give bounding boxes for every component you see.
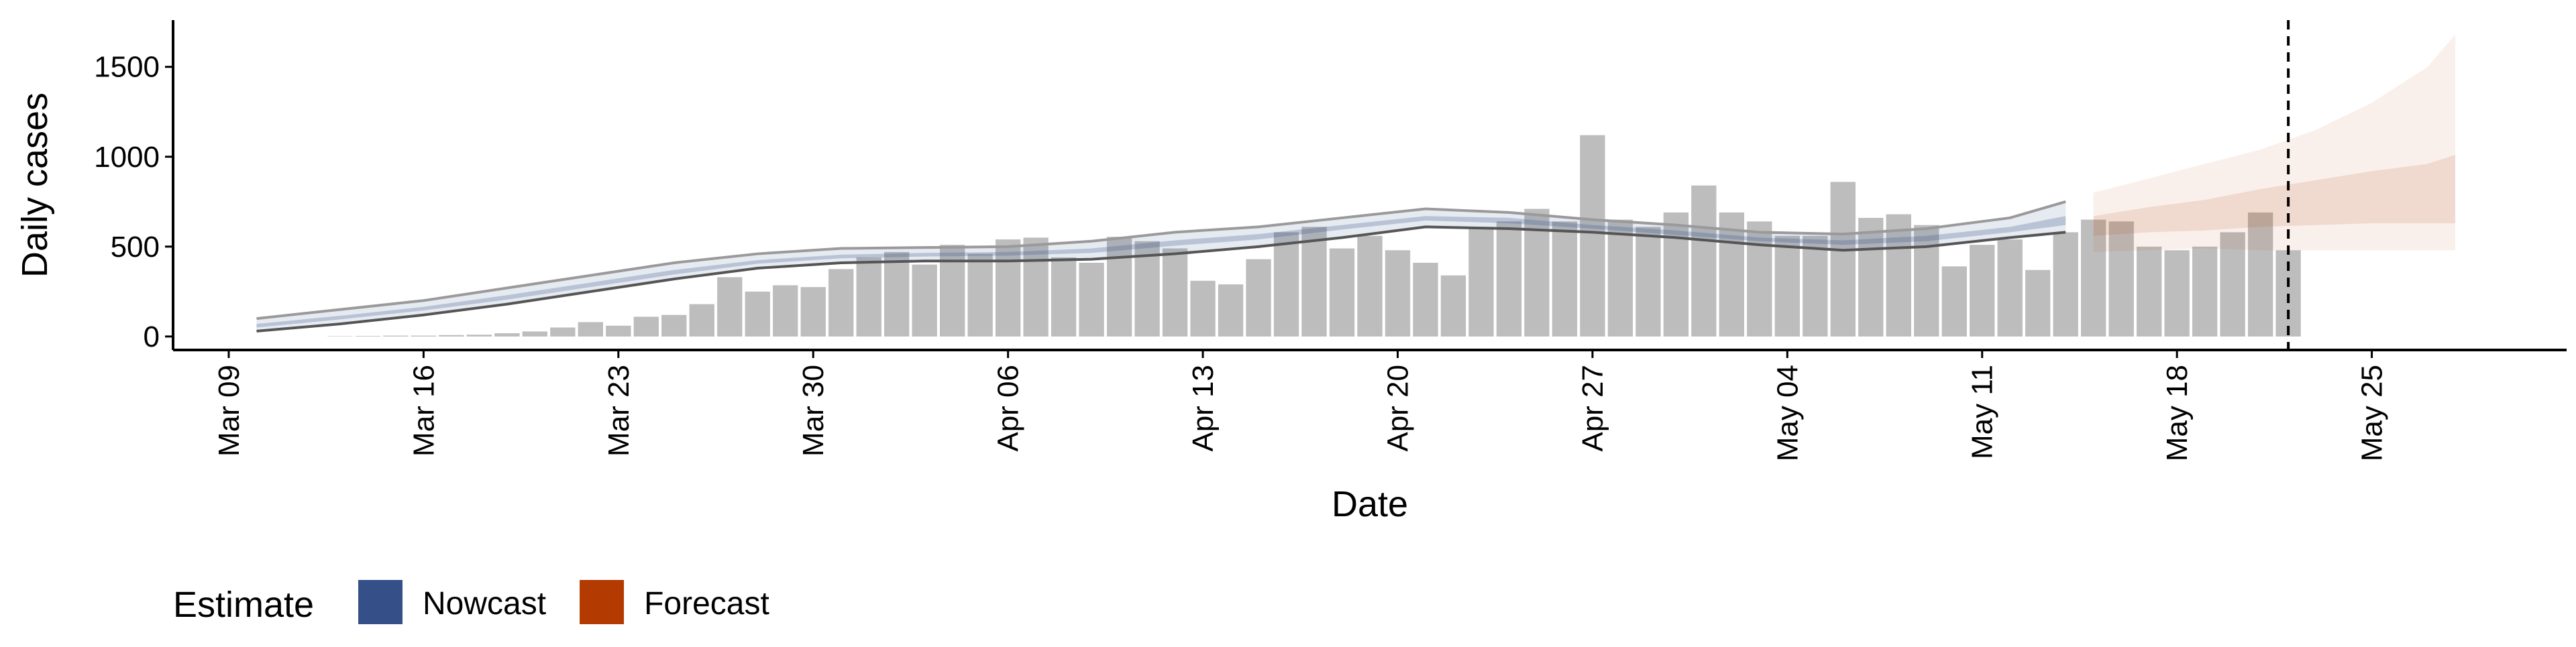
y-tick-label: 1500 bbox=[94, 51, 160, 84]
bar bbox=[1190, 280, 1216, 337]
bar bbox=[912, 264, 937, 337]
bar bbox=[689, 304, 714, 337]
bar bbox=[1830, 182, 1856, 337]
bar bbox=[661, 314, 687, 337]
bar bbox=[1496, 221, 1522, 337]
x-tick-label: Apr 20 bbox=[1381, 365, 1414, 452]
forecast-band-90 bbox=[2093, 34, 2456, 252]
bar bbox=[1580, 135, 1605, 337]
bar bbox=[1106, 237, 1132, 337]
bar bbox=[439, 335, 464, 337]
bar bbox=[494, 333, 520, 337]
bar bbox=[383, 335, 409, 337]
band-edge bbox=[256, 200, 2066, 320]
bar bbox=[2108, 221, 2134, 337]
bar bbox=[1774, 235, 1800, 337]
bar bbox=[884, 251, 910, 337]
x-tick-label: Mar 30 bbox=[797, 365, 830, 457]
bar bbox=[1941, 266, 1967, 337]
bar bbox=[355, 336, 381, 337]
bar bbox=[1079, 262, 1104, 337]
bar bbox=[1858, 217, 1884, 337]
bar bbox=[2247, 212, 2273, 337]
bar bbox=[1997, 239, 2023, 337]
bar bbox=[1051, 257, 1077, 337]
bar bbox=[1301, 227, 1327, 337]
forecast-band-50 bbox=[2093, 155, 2456, 236]
x-tick-label: May 11 bbox=[1966, 365, 1999, 459]
bar bbox=[1413, 262, 1438, 337]
legend-label: Nowcast bbox=[423, 586, 546, 622]
bar bbox=[522, 331, 548, 337]
bar bbox=[1663, 212, 1689, 337]
bar bbox=[1747, 221, 1772, 337]
bar bbox=[828, 269, 854, 337]
bar bbox=[578, 322, 603, 337]
y-tick-label: 1000 bbox=[94, 141, 160, 174]
bar bbox=[327, 336, 353, 337]
band-edge bbox=[256, 225, 2066, 333]
bar bbox=[1970, 245, 1995, 337]
bar bbox=[800, 287, 826, 337]
bar bbox=[1803, 235, 1828, 337]
bar bbox=[1246, 259, 1271, 337]
bar bbox=[717, 277, 743, 337]
x-tick-label: Apr 13 bbox=[1187, 365, 1220, 452]
x-tick-label: Apr 27 bbox=[1576, 365, 1609, 452]
x-tick-label: May 18 bbox=[2161, 365, 2194, 461]
bar bbox=[1023, 237, 1049, 337]
bar bbox=[1329, 248, 1355, 337]
bar bbox=[773, 285, 798, 337]
bar bbox=[606, 325, 631, 337]
bar bbox=[2192, 246, 2218, 337]
bar bbox=[1607, 219, 1633, 337]
legend-swatch bbox=[580, 580, 625, 624]
bar bbox=[550, 327, 576, 337]
x-tick-label: May 04 bbox=[1771, 365, 1804, 461]
x-tick-label: Mar 16 bbox=[407, 365, 440, 457]
bar bbox=[1719, 212, 1745, 337]
bar bbox=[1273, 232, 1299, 337]
bar bbox=[1468, 227, 1494, 337]
bar bbox=[1914, 225, 1939, 337]
bar bbox=[1357, 235, 1383, 337]
x-tick-label: Mar 23 bbox=[602, 365, 635, 457]
bar bbox=[995, 239, 1021, 337]
bar bbox=[745, 291, 770, 337]
bar bbox=[2137, 246, 2162, 337]
bar bbox=[1552, 221, 1578, 337]
bar bbox=[2053, 232, 2078, 337]
bar bbox=[411, 335, 437, 337]
y-tick-label: 500 bbox=[111, 231, 160, 263]
y-tick-label: 0 bbox=[144, 320, 160, 353]
bar bbox=[1440, 275, 1466, 337]
legend-title: Estimate bbox=[173, 585, 314, 625]
x-tick-label: Mar 09 bbox=[213, 365, 246, 457]
bar bbox=[967, 253, 993, 337]
x-tick-label: May 25 bbox=[2356, 365, 2389, 461]
bar bbox=[856, 257, 881, 337]
bar bbox=[1218, 284, 1244, 337]
bar bbox=[2081, 219, 2106, 337]
bar bbox=[1886, 214, 1911, 337]
bar bbox=[1385, 250, 1411, 337]
bar bbox=[2164, 250, 2190, 337]
bar bbox=[2220, 232, 2245, 337]
y-axis-title: Daily cases bbox=[15, 93, 55, 278]
legend-swatch bbox=[358, 580, 402, 624]
x-tick-label: Apr 06 bbox=[992, 365, 1025, 452]
bar bbox=[2025, 270, 2051, 337]
bar bbox=[1635, 227, 1661, 337]
bar bbox=[1162, 248, 1188, 337]
bar bbox=[1691, 185, 1717, 337]
bar bbox=[633, 316, 659, 337]
x-axis-title: Date bbox=[1332, 484, 1408, 524]
legend-label: Forecast bbox=[644, 586, 769, 622]
bar bbox=[466, 335, 492, 337]
